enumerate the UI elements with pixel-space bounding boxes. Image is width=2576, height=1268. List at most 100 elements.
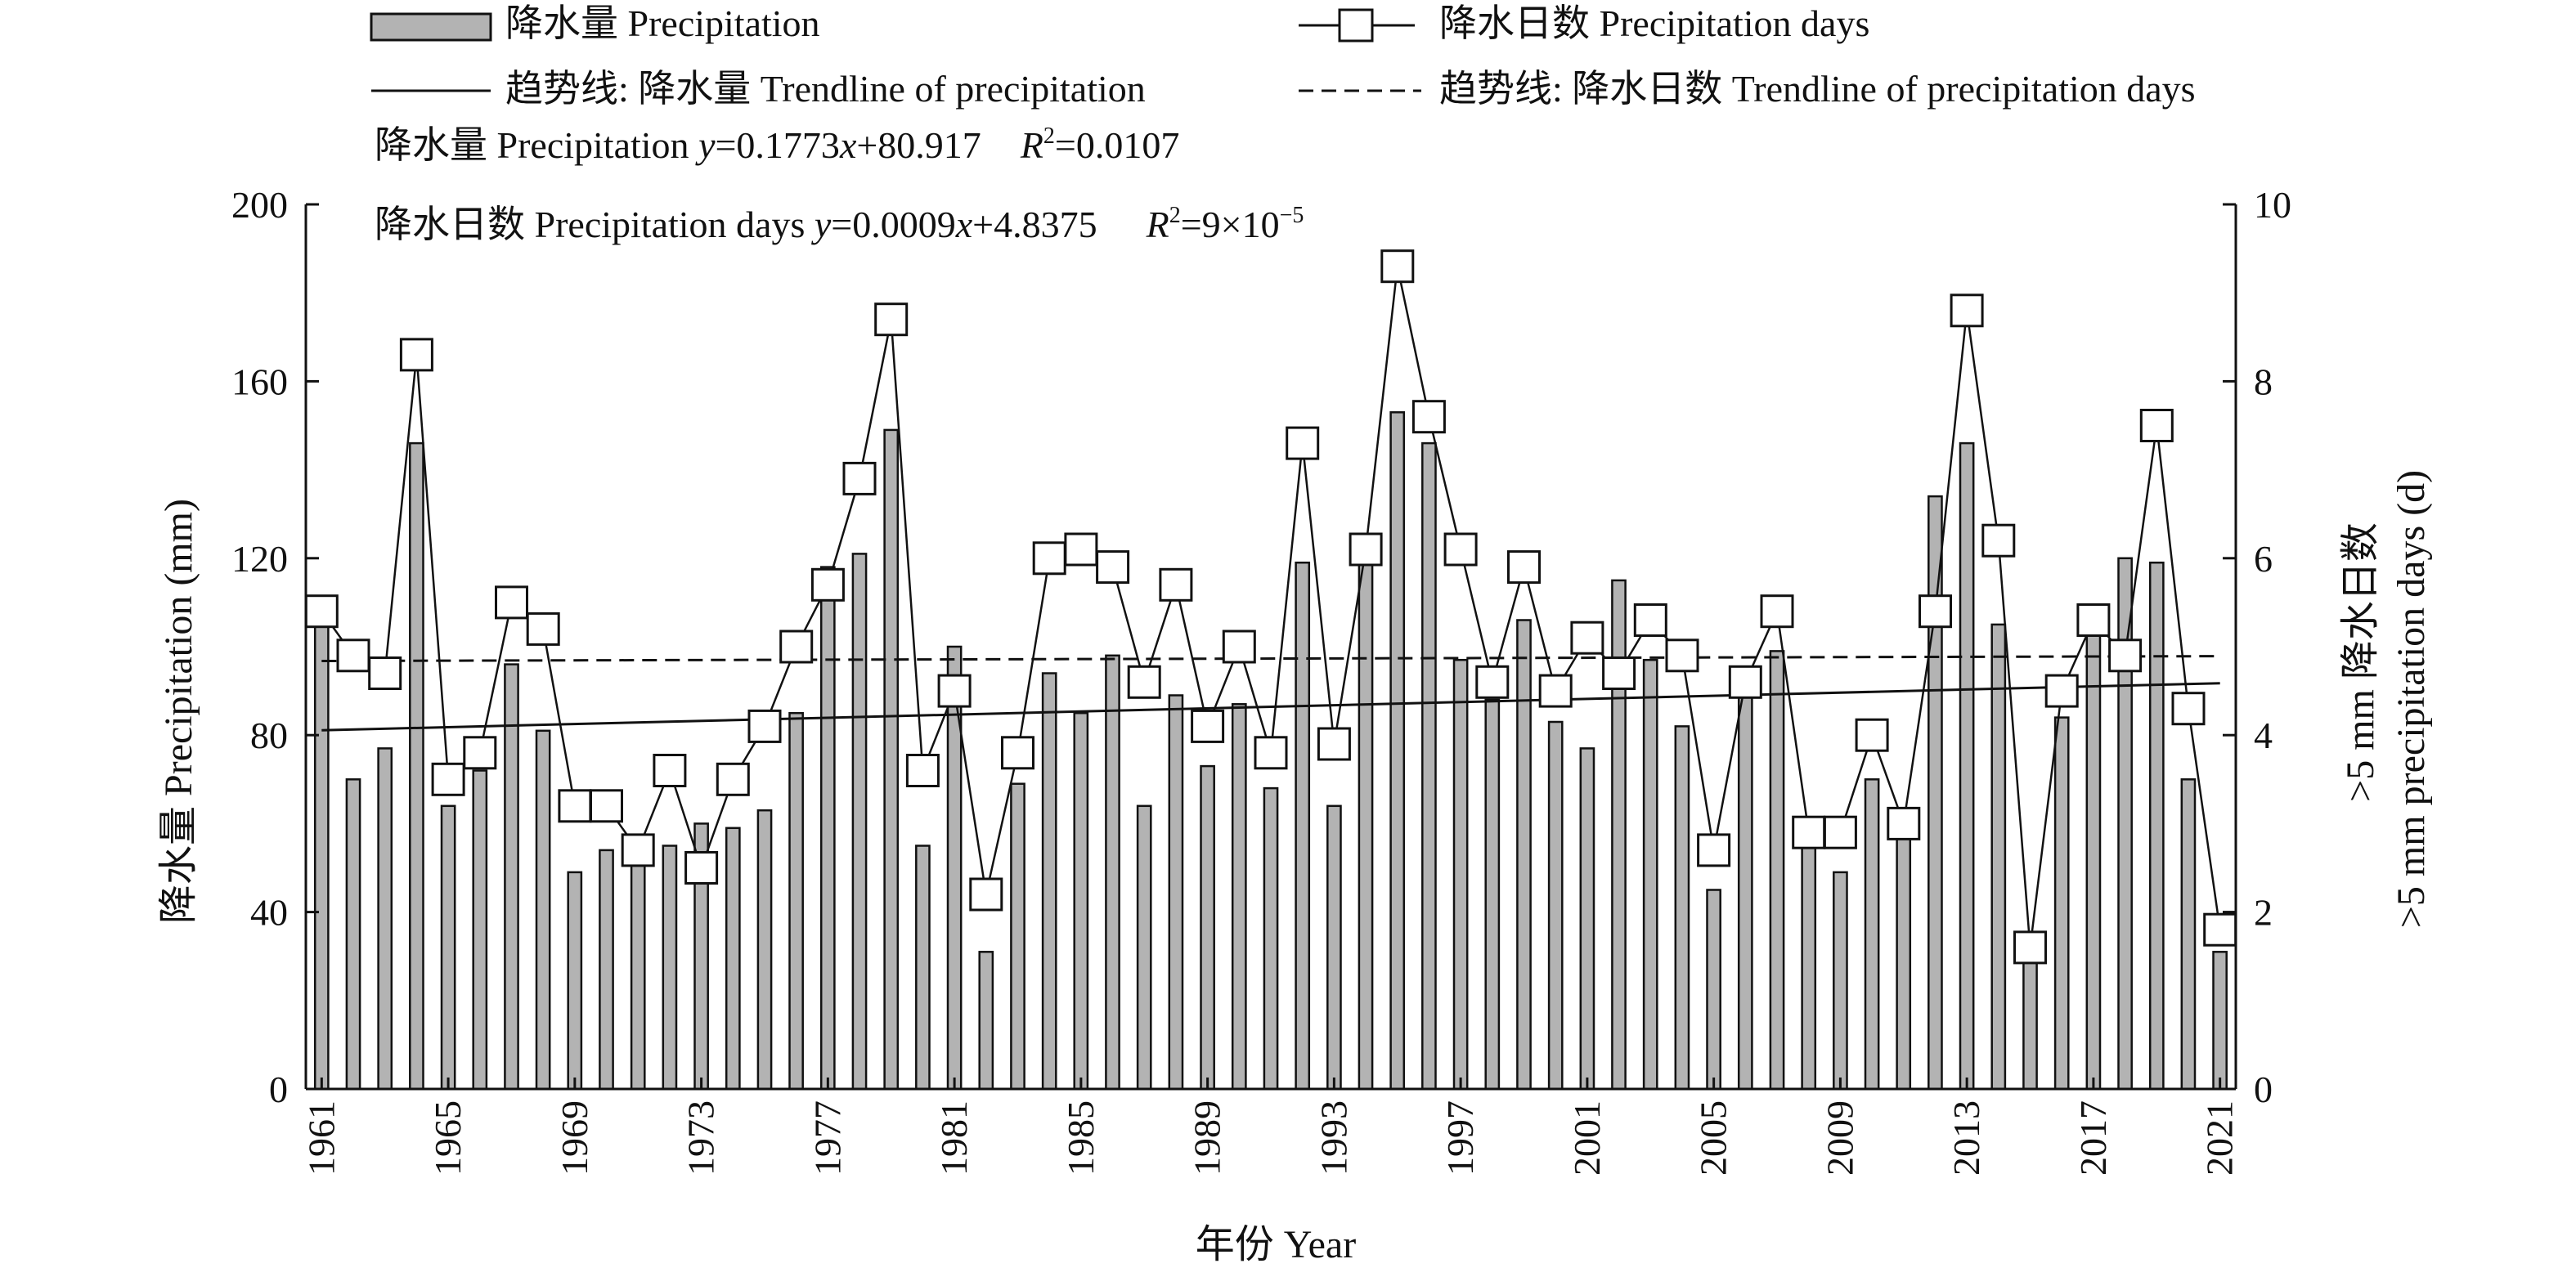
days-marker-1976 [779,630,814,664]
days-marker-1999 [1507,550,1541,585]
x-tick-label-1981: 1981 [933,1100,975,1176]
days-marker-2003 [1633,603,1667,637]
bar-1996 [1421,441,1437,1091]
days-marker-2016 [2044,674,2079,708]
x-axis-title: 年份 Year [1196,1223,1356,1266]
days-marker-2008 [1792,815,1826,849]
bar-2013 [1959,441,1975,1091]
bar-1985 [1073,711,1089,1091]
bar-1977 [819,566,836,1091]
bar-1975 [756,809,773,1091]
y-left-axis-title: 降水量 Precipitation (mm) [157,499,200,924]
y-right-tick-label-6: 6 [2254,538,2273,580]
days-marker-2009 [1823,815,1857,849]
x-tick-label-1961: 1961 [300,1100,342,1176]
y-left-tick-label-80: 80 [250,715,288,756]
x-tick-label-1997: 1997 [1439,1100,1481,1176]
days-marker-2010 [1855,718,1889,752]
y-right-tick-label-4: 4 [2254,715,2273,756]
days-marker-1990 [1222,630,1256,664]
days-marker-1973 [684,851,719,885]
days-marker-2012 [1919,594,1952,629]
bar-2017 [2085,628,2102,1091]
bar-1966 [472,769,488,1091]
days-marker-2015 [2013,930,2047,965]
legend-days-marker-swatch [1338,8,1374,43]
bar-1967 [504,663,519,1091]
x-tick-label-1985: 1985 [1060,1100,1102,1176]
bar-1981 [946,645,963,1091]
days-marker-1966 [463,736,497,770]
bar-2004 [1674,725,1690,1091]
days-marker-1978 [842,461,877,495]
bar-1974 [725,827,741,1091]
bar-2011 [1896,836,1912,1091]
days-marker-2004 [1665,638,1699,673]
x-tick-label-2021: 2021 [2199,1100,2241,1176]
bars-layer [313,411,2228,1091]
bar-1989 [1200,764,1215,1091]
days-marker-2005 [1697,833,1731,867]
days-marker-2006 [1728,665,1762,699]
days-marker-1994 [1349,532,1383,567]
days-marker-1964 [399,338,433,372]
bar-2003 [1642,658,1658,1091]
bar-2005 [1706,889,1721,1091]
bar-2014 [1990,623,2007,1091]
bar-1992 [1295,561,1311,1091]
x-tick-label-1973: 1973 [680,1100,722,1176]
bar-2018 [2117,557,2133,1091]
bar-1984 [1041,672,1057,1091]
days-marker-1985 [1064,532,1098,567]
days-marker-1984 [1032,541,1066,576]
days-marker-2002 [1602,656,1636,690]
bar-1986 [1105,654,1120,1091]
bar-2020 [2180,778,2197,1091]
y-left-tick-label-160: 160 [231,361,288,402]
days-marker-1971 [621,833,655,867]
days-marker-2007 [1760,594,1794,629]
x-tick-label-1969: 1969 [554,1100,595,1176]
bar-1980 [915,845,931,1091]
days-marker-1991 [1254,736,1288,770]
y-left-tick-label-200: 200 [231,184,288,226]
days-marker-1974 [716,762,750,796]
days-marker-1961 [304,594,339,629]
days-marker-1996 [1411,400,1446,434]
bar-1988 [1168,694,1184,1091]
x-tick-label-1977: 1977 [806,1100,848,1176]
bar-1979 [883,428,900,1091]
days-marker-1975 [747,709,782,743]
bar-1983 [1010,782,1025,1091]
bar-2006 [1737,681,1753,1091]
days-marker-1982 [969,877,1003,912]
days-marker-2017 [2076,603,2111,637]
days-marker-1995 [1380,249,1415,284]
days-marker-1979 [874,302,909,337]
bar-1993 [1326,804,1342,1091]
bar-2021 [2212,951,2228,1091]
days-marker-1981 [937,674,972,708]
legend-bar-swatch [370,12,492,42]
y-right-tick-label-2: 2 [2254,892,2273,934]
bar-2012 [1928,495,1943,1091]
bar-1997 [1452,658,1469,1091]
days-marker-2018 [2108,638,2143,673]
x-tick-label-2005: 2005 [1693,1100,1735,1176]
days-marker-1983 [1001,736,1034,770]
days-marker-1967 [495,585,528,620]
equation-precip: 降水量 Precipitation y=0.1773x+80.917 R2=0.0… [375,123,1179,166]
bar-2000 [1547,720,1564,1091]
bar-1987 [1136,804,1152,1091]
days-marker-1965 [431,762,465,796]
days-marker-1986 [1096,550,1130,585]
days-line-layer [304,249,2237,965]
legend: 降水量 Precipitation 降水日数 Precipitation day… [370,2,2196,110]
x-tick-label-2009: 2009 [1819,1100,1860,1176]
bar-1990 [1231,703,1247,1091]
bar-1991 [1263,786,1279,1091]
y-left-tick-label-120: 120 [231,538,288,580]
y-left-tick-label-40: 40 [250,892,288,934]
bar-1976 [788,711,804,1091]
days-marker-2020 [2171,692,2206,726]
